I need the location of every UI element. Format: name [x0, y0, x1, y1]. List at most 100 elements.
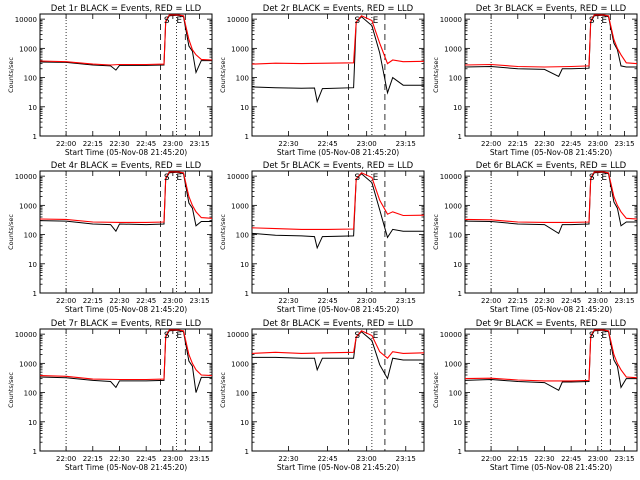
x-tick-label: 22:45: [136, 297, 156, 305]
chart-title: Det 9r BLACK = Events, RED = LLD: [476, 319, 627, 329]
marker-label-e: E: [373, 331, 379, 341]
marker-label-e: E: [601, 173, 607, 183]
y-tick-label: 100: [236, 390, 249, 398]
lld-series-line: [251, 330, 425, 359]
plot-frame: [251, 13, 425, 137]
x-tick-label: 22:30: [278, 140, 298, 148]
marker-label-s: S: [164, 331, 170, 341]
y-tick-label: 1000: [19, 202, 37, 210]
y-tick-label: 1: [245, 290, 249, 298]
marker-label-s: S: [589, 331, 595, 341]
x-tick-label: 22:00: [56, 455, 76, 463]
x-tick-label: 22:00: [56, 297, 76, 305]
y-tick-label: 1: [458, 290, 462, 298]
x-tick-label: 22:45: [561, 140, 581, 148]
x-tick-label: 22:00: [56, 140, 76, 148]
x-tick-label: 23:00: [588, 140, 608, 148]
y-tick-label: 100: [236, 75, 249, 83]
x-tick-label: 23:15: [396, 455, 416, 463]
y-tick-label: 100: [24, 390, 37, 398]
x-tick-label: 22:15: [83, 140, 103, 148]
y-tick-label: 100: [24, 232, 37, 240]
x-tick-label: 22:30: [534, 455, 554, 463]
plot-frame: [39, 328, 213, 452]
plot-frame: [464, 170, 638, 294]
x-tick-label: 22:30: [534, 297, 554, 305]
y-tick-label: 100: [236, 232, 249, 240]
marker-label-s: S: [589, 16, 595, 26]
y-tick-label: 10: [28, 261, 37, 269]
x-tick-label: 22:15: [508, 297, 528, 305]
lld-series-line: [251, 15, 425, 65]
lld-series-line: [464, 14, 638, 68]
y-tick-label: 10: [28, 104, 37, 112]
y-tick-label: 10: [28, 419, 37, 427]
y-tick-label: 100: [24, 75, 37, 83]
chart-title: Det 7r BLACK = Events, RED = LLD: [51, 319, 202, 329]
x-tick-label: 23:15: [614, 297, 634, 305]
x-tick-label: 23:15: [396, 297, 416, 305]
lld-series-line: [39, 171, 213, 223]
x-axis-label: Start Time (05-Nov-08 21:45:20): [277, 148, 399, 157]
y-tick-label: 10: [453, 261, 462, 269]
x-tick-label: 22:45: [317, 297, 337, 305]
x-tick-label: 22:30: [278, 455, 298, 463]
y-tick-label: 10: [240, 104, 249, 112]
y-tick-label: 1000: [444, 202, 462, 210]
x-tick-label: 22:45: [317, 455, 337, 463]
x-axis-label: Start Time (05-Nov-08 21:45:20): [277, 463, 399, 472]
lld-series-line: [39, 329, 213, 381]
x-tick-label: 22:45: [136, 140, 156, 148]
marker-label-e: E: [601, 16, 607, 26]
y-axis-label: Counts/sec: [219, 57, 227, 93]
y-tick-label: 10000: [440, 16, 462, 24]
x-tick-label: 23:00: [357, 140, 377, 148]
x-tick-label: 23:00: [163, 140, 183, 148]
y-tick-label: 10000: [227, 331, 249, 339]
x-tick-label: 22:45: [561, 297, 581, 305]
y-tick-label: 10000: [440, 331, 462, 339]
chart-title: Det 2r BLACK = Events, RED = LLD: [263, 4, 414, 14]
y-axis-label: Counts/sec: [432, 57, 440, 93]
chart-panel-5: Det 5r BLACK = Events, RED = LLD 1 10 100 10…: [219, 161, 425, 314]
x-tick-label: 23:00: [163, 455, 183, 463]
marker-label-e: E: [373, 173, 379, 183]
chart-panel-3: Det 3r BLACK = Events, RED = LLD 1 10 100 10…: [432, 4, 638, 157]
x-tick-label: 22:30: [109, 140, 129, 148]
x-axis-label: Start Time (05-Nov-08 21:45:20): [490, 305, 612, 314]
y-tick-label: 10000: [440, 173, 462, 181]
chart-title: Det 5r BLACK = Events, RED = LLD: [263, 161, 414, 171]
x-axis-label: Start Time (05-Nov-08 21:45:20): [490, 148, 612, 157]
x-tick-label: 22:45: [317, 140, 337, 148]
y-tick-label: 1000: [231, 360, 249, 368]
x-tick-label: 22:45: [136, 455, 156, 463]
x-axis-label: Start Time (05-Nov-08 21:45:20): [65, 148, 187, 157]
y-axis-label: Counts/sec: [219, 214, 227, 250]
marker-label-s: S: [589, 173, 595, 183]
x-tick-label: 22:15: [508, 140, 528, 148]
y-tick-label: 10000: [15, 331, 37, 339]
y-tick-label: 100: [449, 390, 462, 398]
x-tick-label: 22:30: [109, 455, 129, 463]
y-tick-label: 10: [453, 419, 462, 427]
chart-title: Det 1r BLACK = Events, RED = LLD: [51, 4, 202, 14]
marker-label-e: E: [176, 173, 182, 183]
y-tick-label: 1000: [19, 360, 37, 368]
y-tick-label: 10: [453, 104, 462, 112]
x-tick-label: 22:15: [83, 297, 103, 305]
marker-label-e: E: [176, 331, 182, 341]
y-tick-label: 1000: [19, 45, 37, 53]
y-tick-label: 10: [240, 419, 249, 427]
y-axis-label: Counts/sec: [7, 57, 15, 93]
x-tick-label: 23:15: [396, 140, 416, 148]
x-tick-label: 23:00: [163, 297, 183, 305]
marker-label-e: E: [176, 16, 182, 26]
chart-title: Det 6r BLACK = Events, RED = LLD: [476, 161, 627, 171]
y-tick-label: 1000: [444, 45, 462, 53]
y-tick-label: 100: [449, 75, 462, 83]
lld-series-line: [464, 171, 638, 223]
y-axis-label: Counts/sec: [432, 372, 440, 408]
y-tick-label: 1: [458, 133, 462, 141]
marker-label-e: E: [373, 16, 379, 26]
y-axis-label: Counts/sec: [7, 372, 15, 408]
